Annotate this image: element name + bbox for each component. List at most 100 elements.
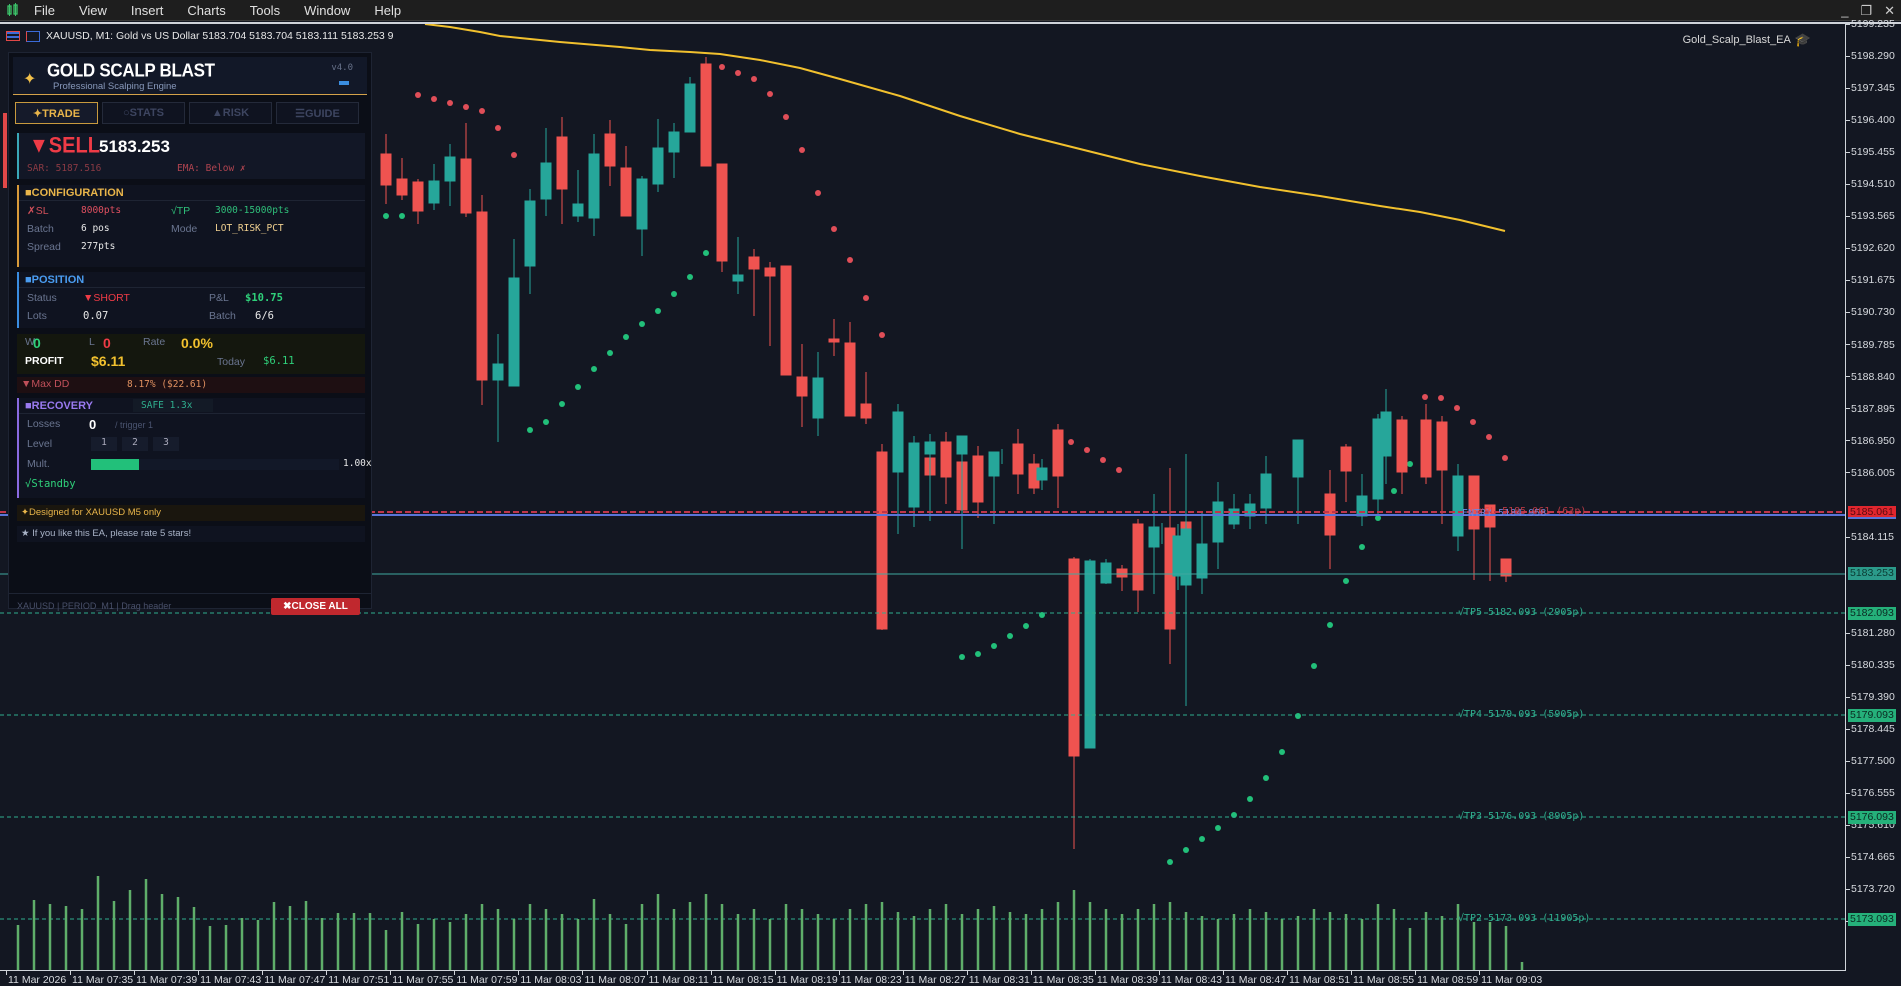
configuration-section: ■CONFIGURATION ✗SL 8000pts √TP 3000-1500… bbox=[17, 185, 365, 267]
menu-insert[interactable]: Insert bbox=[130, 2, 164, 18]
panel-footer-divider bbox=[9, 593, 371, 594]
signal-direction: ▼SELL bbox=[29, 133, 100, 159]
time-axis-label: 11 Mar 08:35 bbox=[1032, 974, 1094, 986]
rate-label: Rate bbox=[143, 336, 166, 348]
price-axis-label: 5199.235 bbox=[1846, 18, 1895, 30]
ea-panel[interactable]: ✦ GOLD SCALP BLAST Professional Scalping… bbox=[3, 52, 372, 615]
price-axis-label: 5180.335 bbox=[1846, 659, 1895, 671]
configuration-title: ■CONFIGURATION bbox=[19, 185, 365, 201]
position-section: ■POSITION Status ▼SHORT P&L $10.75 Lots … bbox=[17, 272, 365, 328]
time-axis-label: 11 Mar 07:47 bbox=[264, 974, 326, 986]
parabolic-sar-up bbox=[383, 213, 1429, 865]
time-axis-tick bbox=[774, 970, 776, 975]
chart-window[interactable]: XAUUSD, M1: Gold vs US Dollar 5183.704 5… bbox=[0, 18, 1901, 986]
profit-label: PROFIT bbox=[25, 355, 64, 367]
chart-symbol-info: XAUUSD, M1: Gold vs US Dollar 5183.704 5… bbox=[46, 30, 394, 42]
menu-charts[interactable]: Charts bbox=[187, 2, 226, 18]
price-axis-label: 5197.345 bbox=[1846, 82, 1895, 94]
chart-properties-icon[interactable] bbox=[26, 30, 40, 42]
time-axis-label: 11 Mar 08:39 bbox=[1096, 974, 1158, 986]
sl-line-label: ✗SL 5185.061 (63p) bbox=[1478, 506, 1587, 517]
chart-menu-icon[interactable] bbox=[6, 31, 20, 41]
timeframe-notice: ✦Designed for XAUUSD M5 only bbox=[17, 505, 365, 521]
time-axis-label: 11 Mar 08:51 bbox=[1289, 974, 1351, 986]
panel-footer: XAUUSD | PERIOD_M1 | Drag header bbox=[17, 601, 172, 611]
tp2-label: √TP2 5173.093 (11905p) bbox=[1458, 913, 1591, 924]
sl-value: 8000pts bbox=[81, 205, 122, 216]
signal-price: 5183.253 bbox=[99, 137, 170, 156]
price-axis[interactable] bbox=[1845, 24, 1846, 970]
graduation-cap-icon[interactable]: 🎓 bbox=[1794, 32, 1811, 47]
time-axis-label: 11 Mar 08:07 bbox=[584, 974, 646, 986]
time-axis-tick bbox=[262, 970, 264, 975]
menu-view[interactable]: View bbox=[78, 2, 107, 18]
level-3-button[interactable]: 3 bbox=[153, 437, 179, 451]
tp4-price-tag: 5179.093 bbox=[1848, 709, 1896, 722]
candlesticks bbox=[380, 57, 1512, 849]
pnl-value: $10.75 bbox=[245, 292, 283, 304]
time-axis-label: 11 Mar 07:39 bbox=[136, 974, 198, 986]
menu-help[interactable]: Help bbox=[374, 2, 402, 18]
close-icon[interactable]: ✕ bbox=[1884, 3, 1895, 18]
tp-label: √TP bbox=[171, 205, 191, 217]
level-label: Level bbox=[27, 438, 53, 450]
time-axis-tick bbox=[1030, 970, 1032, 975]
time-axis-label: 11 Mar 07:59 bbox=[456, 974, 518, 986]
time-axis-label: 11 Mar 08:59 bbox=[1417, 974, 1479, 986]
time-axis-tick bbox=[1094, 970, 1096, 975]
price-axis-label: 5184.115 bbox=[1846, 531, 1894, 543]
price-axis-label: 5191.675 bbox=[1846, 274, 1895, 286]
stats-section: W 0 L 0 Rate 0.0% PROFIT $6.11 Today $6.… bbox=[17, 334, 365, 374]
signal-accent-bar bbox=[3, 113, 7, 188]
time-axis[interactable] bbox=[0, 970, 1846, 971]
price-axis-label: 5192.620 bbox=[1846, 242, 1895, 254]
batch-label: Batch bbox=[27, 223, 54, 235]
tp2-price-tag: 5173.093 bbox=[1848, 913, 1896, 926]
price-axis-label: 5189.785 bbox=[1846, 339, 1895, 351]
price-axis-label: 5194.510 bbox=[1846, 178, 1895, 190]
tp5-price-tag: 5182.093 bbox=[1848, 607, 1896, 620]
ema-value: EMA: Below ✗ bbox=[177, 163, 246, 174]
mode-value: LOT_RISK_PCT bbox=[215, 223, 284, 234]
time-axis-tick bbox=[902, 970, 904, 975]
time-axis-label: 11 Mar 08:23 bbox=[840, 974, 902, 986]
tab-risk[interactable]: ▲RISK bbox=[189, 102, 272, 124]
menu-file[interactable]: File bbox=[34, 2, 55, 18]
price-axis-label: 5188.840 bbox=[1846, 371, 1895, 383]
ea-name-label: Gold_Scalp_Blast_EA 🎓 bbox=[1683, 32, 1811, 48]
recovery-section: ■RECOVERY SAFE 1.3x Losses 0 / trigger 1… bbox=[17, 398, 372, 498]
tab-trade[interactable]: ✦TRADE bbox=[15, 102, 98, 124]
tab-guide[interactable]: ☰GUIDE bbox=[276, 102, 359, 124]
recovery-status: √Standby bbox=[25, 478, 76, 490]
maxdd-value: 8.17% ($22.61) bbox=[127, 379, 208, 390]
level-2-button[interactable]: 2 bbox=[122, 437, 148, 451]
bid-price-tag: 5183.253 bbox=[1848, 567, 1896, 580]
minimize-panel-button[interactable] bbox=[339, 81, 349, 85]
minimize-icon[interactable]: _ bbox=[1841, 3, 1849, 18]
close-all-button[interactable]: ✖CLOSE ALL bbox=[271, 598, 360, 615]
menu-tools[interactable]: Tools bbox=[249, 2, 281, 18]
today-value: $6.11 bbox=[263, 355, 295, 367]
time-axis-label: 11 Mar 07:43 bbox=[200, 974, 262, 986]
time-axis-label: 11 Mar 08:03 bbox=[520, 974, 582, 986]
tab-stats[interactable]: ○STATS bbox=[102, 102, 185, 124]
app-logo-icon bbox=[0, 0, 26, 21]
level-1-button[interactable]: 1 bbox=[91, 437, 117, 451]
time-axis-tick bbox=[1351, 970, 1353, 975]
spread-label: Spread bbox=[27, 241, 61, 253]
mult-value: 1.00x bbox=[343, 458, 372, 469]
entry-line-label: ENTRY 5184.958 bbox=[1462, 508, 1547, 519]
restore-icon[interactable]: ❐ bbox=[1860, 3, 1873, 18]
time-axis-tick bbox=[134, 970, 136, 975]
time-axis-label: 11 Mar 08:47 bbox=[1224, 974, 1287, 986]
price-axis-label: 5187.895 bbox=[1846, 403, 1895, 415]
panel-subtitle: Professional Scalping Engine bbox=[53, 81, 177, 92]
time-axis-label: 11 Mar 08:31 bbox=[968, 974, 1030, 986]
time-axis-tick bbox=[1158, 970, 1160, 975]
panel-header[interactable]: ✦ GOLD SCALP BLAST Professional Scalping… bbox=[13, 57, 367, 95]
menu-window[interactable]: Window bbox=[304, 2, 351, 18]
time-axis-tick bbox=[710, 970, 712, 975]
price-chart[interactable] bbox=[0, 24, 1845, 970]
tp5-label: √TP5 5182.093 (2905p) bbox=[1458, 607, 1585, 618]
multiplier-progress-fill bbox=[91, 459, 139, 470]
